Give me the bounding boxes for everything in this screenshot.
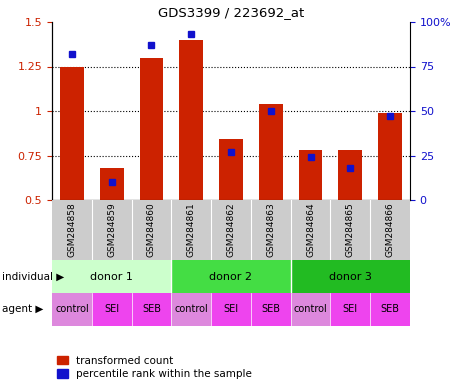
Title: GDS3399 / 223692_at: GDS3399 / 223692_at xyxy=(157,7,303,20)
Bar xyxy=(377,113,401,200)
Bar xyxy=(171,200,211,260)
Text: SEB: SEB xyxy=(380,305,399,314)
Text: GSM284864: GSM284864 xyxy=(305,203,314,257)
Bar xyxy=(250,293,290,326)
Bar xyxy=(131,293,171,326)
Text: GSM284865: GSM284865 xyxy=(345,203,354,257)
Bar xyxy=(330,200,369,260)
Text: GSM284863: GSM284863 xyxy=(266,203,274,257)
Bar xyxy=(369,200,409,260)
Text: SEB: SEB xyxy=(142,305,161,314)
Text: GSM284860: GSM284860 xyxy=(146,203,156,257)
Bar xyxy=(211,200,250,260)
Text: GSM284859: GSM284859 xyxy=(107,203,116,257)
Text: SEB: SEB xyxy=(261,305,280,314)
Text: GSM284861: GSM284861 xyxy=(186,203,195,257)
Text: control: control xyxy=(174,305,207,314)
Text: GSM284862: GSM284862 xyxy=(226,203,235,257)
Legend: transformed count, percentile rank within the sample: transformed count, percentile rank withi… xyxy=(57,356,251,379)
Bar xyxy=(60,66,84,200)
Text: control: control xyxy=(55,305,89,314)
Text: donor 3: donor 3 xyxy=(328,271,371,281)
Bar xyxy=(179,40,203,200)
Bar xyxy=(250,200,290,260)
Bar xyxy=(52,200,92,260)
Bar xyxy=(290,200,330,260)
Bar xyxy=(330,293,369,326)
Text: SEI: SEI xyxy=(223,305,238,314)
Text: donor 2: donor 2 xyxy=(209,271,252,281)
Bar xyxy=(52,293,92,326)
Bar xyxy=(290,293,330,326)
Text: SEI: SEI xyxy=(104,305,119,314)
Bar xyxy=(258,104,282,200)
Bar xyxy=(131,200,171,260)
Bar xyxy=(100,168,123,200)
Text: donor 1: donor 1 xyxy=(90,271,133,281)
Text: GSM284858: GSM284858 xyxy=(67,203,76,257)
Text: control: control xyxy=(293,305,327,314)
Text: SEI: SEI xyxy=(342,305,357,314)
Bar xyxy=(211,293,250,326)
Bar xyxy=(338,150,362,200)
Bar xyxy=(171,293,211,326)
Text: agent ▶: agent ▶ xyxy=(2,305,43,314)
Bar xyxy=(369,293,409,326)
Bar xyxy=(290,260,409,293)
Bar xyxy=(92,200,131,260)
Bar xyxy=(298,150,322,200)
Text: individual ▶: individual ▶ xyxy=(2,271,64,281)
Bar xyxy=(92,293,131,326)
Bar xyxy=(52,260,171,293)
Text: GSM284866: GSM284866 xyxy=(385,203,394,257)
Bar xyxy=(218,139,242,200)
Bar xyxy=(139,58,163,200)
Bar xyxy=(171,260,290,293)
